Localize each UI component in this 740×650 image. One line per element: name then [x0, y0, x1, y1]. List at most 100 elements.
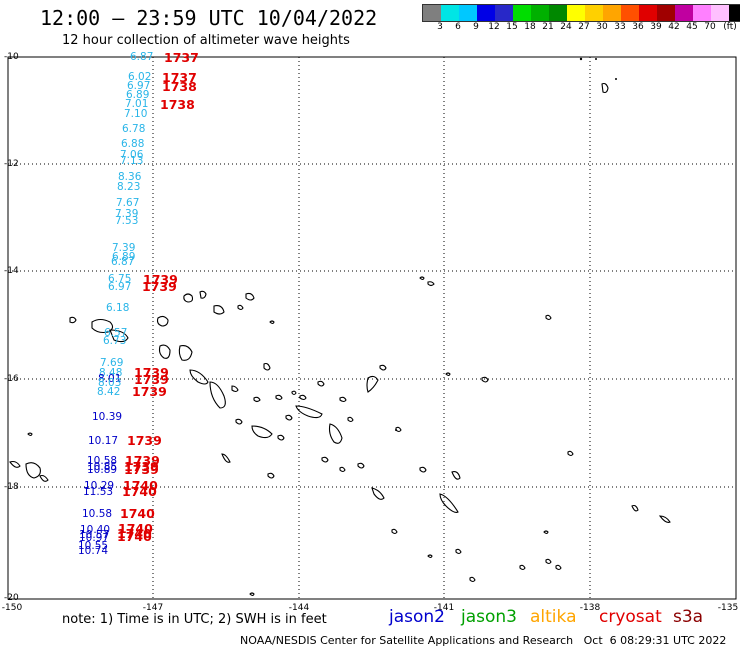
wave-height-label: 7.06 — [120, 149, 144, 161]
wave-height-label: 7.39 — [112, 242, 136, 254]
coastlines — [9, 82, 671, 597]
wave-height-label: 8.03 — [98, 377, 122, 389]
island-outline — [251, 425, 273, 439]
lon-label: -135 — [717, 603, 739, 613]
legend-s3a: s3a — [673, 607, 704, 627]
island-outline — [371, 487, 385, 500]
legend-jason3: jason3 — [461, 607, 517, 627]
color-scale-label: 33 — [614, 22, 626, 32]
island-outline — [285, 414, 293, 421]
cycle-time-label: 1739 — [125, 453, 160, 468]
color-swatch — [675, 5, 693, 21]
island-outline — [25, 462, 41, 479]
credit-line: NOAA/NESDIS Center for Satellite Applica… — [240, 634, 727, 647]
cycle-time-label: 1740 — [120, 506, 155, 521]
island-outline — [277, 434, 285, 441]
island-outline — [69, 316, 77, 324]
island-dot — [615, 78, 617, 80]
island-dot — [595, 58, 597, 60]
color-scale-label: 36 — [632, 22, 644, 32]
wave-height-label: 6.73 — [103, 335, 127, 347]
island-outline — [299, 394, 307, 401]
island-outline — [658, 515, 671, 523]
color-scale-label: (ft) — [723, 22, 737, 32]
island-outline — [209, 381, 226, 409]
wave-height-label: 11.53 — [83, 486, 114, 498]
cycle-time-label: 1740 — [117, 529, 152, 544]
wave-height-label: 6.89 — [126, 89, 150, 101]
island-outline — [419, 466, 427, 473]
island-outline — [291, 390, 297, 396]
lon-label: -138 — [579, 603, 601, 613]
cycle-time-label: 1739 — [132, 384, 167, 399]
lat-label: -14 — [4, 266, 19, 276]
island-outline — [9, 460, 21, 468]
graticule — [8, 56, 736, 599]
island-outline — [419, 276, 425, 281]
color-swatch — [477, 5, 495, 21]
island-outline — [109, 329, 129, 343]
cycle-time-label: 1737 — [162, 70, 197, 85]
page-subtitle: 12 hour collection of altimeter wave hei… — [62, 33, 350, 48]
island-dot — [579, 57, 583, 61]
island-outline — [91, 318, 114, 334]
island-outline — [183, 293, 194, 303]
cycle-time-label: 1739 — [134, 372, 169, 387]
color-swatch — [531, 5, 549, 21]
island-outline — [235, 418, 243, 425]
wave-height-label: 10.57 — [79, 529, 110, 541]
island-outline — [545, 314, 552, 321]
lon-label: -144 — [288, 603, 310, 613]
island-outline — [178, 345, 193, 361]
island-outline — [339, 396, 347, 403]
island-outline — [366, 375, 379, 393]
color-swatch — [657, 5, 675, 21]
island-outline — [321, 456, 329, 463]
color-swatch — [639, 5, 657, 21]
wave-height-label: 10.17 — [88, 435, 119, 447]
legend-altika: altika — [530, 607, 577, 627]
color-swatch — [441, 5, 459, 21]
wave-height-label: 10.40 — [80, 524, 111, 536]
color-scale-label: 21 — [542, 22, 554, 32]
wave-height-label: 10.39 — [92, 411, 123, 423]
wave-height-label: 6.87 — [130, 51, 154, 63]
island-outline — [601, 82, 609, 94]
island-outline — [427, 281, 435, 287]
wave-height-label: 6.02 — [128, 71, 152, 83]
wave-height-label: 6.75 — [108, 273, 132, 285]
cycle-time-label: 1739 — [142, 279, 177, 294]
legend-jason2: jason2 — [389, 607, 445, 627]
color-scale-label: 6 — [455, 22, 461, 32]
island-outline — [231, 385, 239, 393]
cycle-time-label: 1739 — [134, 365, 169, 380]
color-scale-label: 27 — [578, 22, 590, 32]
island-outline — [545, 558, 552, 565]
color-scale-label: 30 — [596, 22, 608, 32]
color-scale-label: 24 — [560, 22, 572, 32]
color-swatch — [693, 5, 711, 21]
wave-height-label: 10.85 — [87, 461, 118, 473]
island-outline — [295, 405, 323, 419]
wave-height-label: 6.18 — [106, 302, 130, 314]
wave-height-label: 10.29 — [84, 480, 115, 492]
wave-height-label: 7.13 — [120, 155, 144, 167]
wave-height-label: 10.97 — [79, 532, 110, 544]
wave-height-label: 7.67 — [116, 197, 140, 209]
island-outline — [263, 362, 271, 371]
island-outline — [221, 453, 231, 463]
page-title: 12:00 – 23:59 UTC 10/04/2022 — [40, 6, 378, 30]
island-outline — [357, 462, 365, 469]
cycle-time-label: 1740 — [118, 521, 153, 536]
wave-height-label: 7.53 — [115, 215, 139, 227]
island-outline — [269, 320, 275, 325]
color-scale — [422, 4, 740, 22]
island-outline — [27, 432, 33, 437]
island-outline — [445, 372, 451, 377]
island-outline — [275, 394, 283, 401]
lon-label: -147 — [142, 603, 164, 613]
wave-height-label: 8.01 — [98, 373, 122, 385]
color-scale-label: 70 — [704, 22, 716, 32]
color-scale-label: 45 — [686, 22, 698, 32]
cycle-time-label: 1737 — [164, 50, 199, 65]
